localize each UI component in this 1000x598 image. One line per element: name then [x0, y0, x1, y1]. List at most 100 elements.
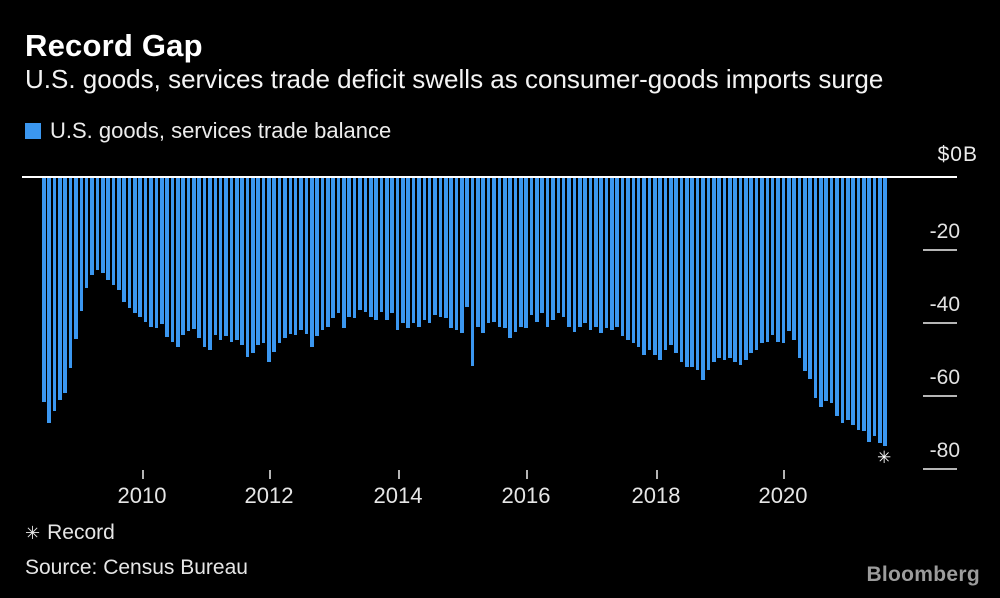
bar-2012-07	[299, 178, 303, 330]
bar-2020-11	[835, 178, 839, 417]
x-tick-label-2010: 2010	[117, 483, 167, 508]
x-tick-2016	[526, 470, 528, 479]
bar-2010-12	[197, 178, 202, 339]
bar-2010-10	[186, 178, 191, 331]
bar-series	[42, 178, 889, 470]
x-tick-label-2020: 2020	[758, 483, 808, 508]
y-tick--60	[923, 395, 957, 397]
x-tick-2010	[142, 470, 144, 479]
y-tick-label--20: -20	[929, 220, 960, 243]
bar-2020-06	[808, 178, 812, 379]
bar-2018-06	[679, 178, 684, 362]
bar-2016-07	[556, 178, 561, 314]
bar-2014-11	[449, 178, 453, 329]
bar-2009-10	[122, 178, 126, 302]
bar-2015-08	[497, 178, 502, 327]
bar-2013-04	[347, 178, 352, 317]
bar-2009-06	[100, 178, 105, 274]
chart-subtitle: U.S. goods, services trade deficit swell…	[25, 64, 884, 94]
bar-2018-12	[711, 178, 716, 362]
bar-2012-10	[315, 178, 319, 337]
bar-2016-02	[529, 178, 534, 315]
bar-2016-12	[583, 178, 587, 324]
bar-2018-03	[663, 178, 668, 350]
bar-2020-02	[786, 178, 791, 332]
bar-2012-04	[283, 178, 287, 339]
bar-2009-05	[95, 178, 100, 271]
x-tick-2020	[783, 470, 785, 479]
bar-2018-10	[701, 178, 705, 380]
bar-2011-07	[234, 178, 239, 341]
bar-2013-02	[336, 178, 341, 314]
bar-2013-08	[368, 178, 373, 317]
bar-2009-11	[127, 178, 132, 309]
bar-2012-01	[267, 178, 271, 362]
bar-2009-02	[79, 178, 84, 312]
bar-2013-11	[385, 178, 389, 320]
bar-2017-12	[647, 178, 652, 350]
bar-2008-11	[63, 178, 68, 393]
bar-2020-07	[813, 178, 818, 398]
bar-2016-04	[540, 178, 545, 314]
bar-2013-06	[358, 178, 362, 311]
bar-2010-06	[165, 178, 169, 337]
bar-2016-11	[577, 178, 582, 327]
bar-2009-04	[90, 178, 94, 276]
bar-2016-10	[572, 178, 577, 332]
bar-2020-09	[824, 178, 829, 402]
zero-baseline	[22, 176, 957, 178]
bar-2020-12	[840, 178, 845, 423]
bar-2010-09	[181, 178, 185, 335]
bar-2014-05	[417, 178, 421, 327]
record-asterisk-icon: ✳	[877, 447, 892, 467]
bar-2013-07	[363, 178, 368, 312]
bar-2015-11	[513, 178, 518, 332]
bar-2020-05	[803, 178, 807, 372]
bar-2010-02	[143, 178, 148, 323]
bar-2008-10	[58, 178, 62, 401]
y-tick-label--80: -80	[929, 439, 960, 462]
bar-2018-04	[669, 178, 673, 345]
bar-2015-09	[502, 178, 507, 329]
bar-2018-07	[685, 178, 689, 367]
bar-2008-07	[42, 178, 46, 402]
bar-2016-01	[524, 178, 528, 329]
x-tick-2018	[656, 470, 658, 479]
bar-2016-08	[561, 178, 566, 317]
bar-2012-05	[288, 178, 293, 334]
bar-2018-09	[695, 178, 700, 370]
footnote: ✳ Record	[25, 521, 115, 545]
bar-2009-07	[106, 178, 110, 280]
bar-2021-08	[883, 178, 888, 446]
bar-2008-09	[52, 178, 57, 412]
source-text: Source: Census Bureau	[25, 556, 248, 579]
bar-2017-02	[594, 178, 598, 327]
bar-2016-09	[567, 178, 571, 327]
bar-2019-09	[760, 178, 764, 344]
bar-2014-02	[401, 178, 405, 324]
x-tick-label-2014: 2014	[373, 483, 423, 508]
bar-2019-08	[754, 178, 759, 350]
bar-2013-03	[342, 178, 346, 329]
bar-2010-07	[170, 178, 175, 342]
bar-2014-03	[406, 178, 411, 329]
bar-2021-03	[856, 178, 861, 430]
bar-2010-05	[159, 178, 164, 324]
bar-2009-01	[74, 178, 78, 339]
bar-2011-04	[218, 178, 223, 340]
bar-2015-03	[470, 178, 475, 366]
bar-2017-09	[631, 178, 636, 344]
bar-2011-10	[251, 178, 255, 353]
bar-2018-08	[690, 178, 695, 367]
x-tick-label-2018: 2018	[631, 483, 681, 508]
bar-2011-09	[245, 178, 250, 357]
bar-2017-04	[604, 178, 609, 329]
bar-2011-08	[240, 178, 244, 345]
y-axis-top-label: $0B	[937, 143, 978, 166]
bar-2021-02	[851, 178, 855, 425]
bar-2014-04	[411, 178, 416, 324]
bar-2011-01	[202, 178, 207, 347]
bar-2017-01	[588, 178, 593, 330]
